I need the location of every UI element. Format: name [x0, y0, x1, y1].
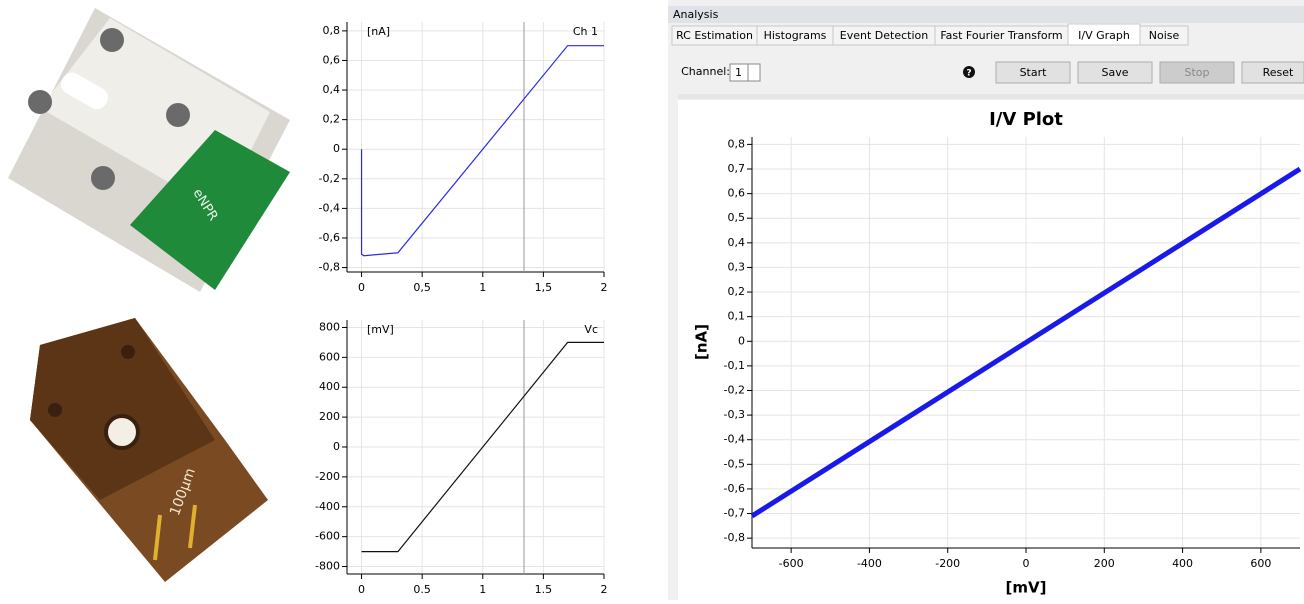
x-tick-label: 0	[1023, 557, 1030, 570]
y-tick-label: 0,3	[728, 260, 746, 273]
y-tick-label: 0,8	[323, 24, 341, 37]
x-tick-label: 1.5	[535, 583, 553, 596]
y-tick-label: 0,6	[323, 53, 341, 66]
y-tick-label: -200	[315, 470, 340, 483]
plot-area	[347, 22, 604, 272]
y-tick-label: -0,7	[724, 507, 745, 520]
button-label: Save	[1101, 66, 1128, 79]
help-glyph: ?	[966, 69, 971, 79]
x-tick-label: 1	[479, 583, 486, 596]
y-tick-label: -0,8	[724, 531, 745, 544]
x-tick-label: 2	[601, 583, 608, 596]
y-axis-label: [nA]	[693, 324, 711, 360]
channel-value: 1	[735, 66, 742, 79]
x-tick-label: 0.5	[413, 583, 431, 596]
series-label: Ch 1	[573, 25, 598, 38]
photo-enpr: eNPR	[8, 8, 290, 292]
series-label: Vc	[584, 323, 598, 336]
x-tick-label: 1	[479, 281, 486, 294]
y-tick-label: 800	[319, 320, 340, 333]
tab-label: Fast Fourier Transform	[940, 29, 1062, 42]
x-tick-label: -200	[935, 557, 960, 570]
y-tick-label: 0	[738, 334, 745, 347]
page: eNPR 100µm Analysis Channel: 1 ? RC Esti…	[0, 0, 1304, 600]
panel-title: Analysis	[673, 8, 719, 21]
button-label: Stop	[1184, 66, 1209, 79]
x-axis-label: [mV]	[1006, 579, 1047, 597]
x-tick-label: 0	[358, 583, 365, 596]
y-tick-label: -400	[315, 500, 340, 513]
y-tick-label: 0	[333, 142, 340, 155]
y-tick-label: 0,2	[728, 285, 746, 298]
tab-label: Event Detection	[840, 29, 928, 42]
x-tick-label: -600	[779, 557, 804, 570]
x-tick-label: 600	[1250, 557, 1271, 570]
y-tick-label: 200	[319, 410, 340, 423]
button-label: Reset	[1263, 66, 1294, 79]
tab-label: Histograms	[764, 29, 827, 42]
tab-label: RC Estimation	[676, 29, 753, 42]
channel-label: Channel:	[681, 65, 730, 78]
y-tick-label: 600	[319, 350, 340, 363]
x-tick-label: -400	[857, 557, 882, 570]
button-label: Start	[1020, 66, 1048, 79]
y-tick-label: -600	[315, 530, 340, 543]
y-tick-label: -0,2	[724, 383, 745, 396]
x-tick-label: 400	[1172, 557, 1193, 570]
y-tick-label: -0,6	[319, 231, 340, 244]
y-tick-label: -0,1	[724, 359, 745, 372]
y-tick-label: -0,5	[724, 457, 745, 470]
y-tick-label: 0,7	[728, 162, 746, 175]
y-tick-label: 0,1	[728, 310, 746, 323]
y-unit-label: [mV]	[367, 323, 394, 336]
y-tick-label: 0,2	[323, 113, 341, 126]
x-tick-label: 1,5	[535, 281, 553, 294]
y-tick-label: -0,4	[724, 433, 745, 446]
x-tick-label: 0	[358, 281, 365, 294]
y-tick-label: 0,6	[728, 187, 746, 200]
y-tick-label: 400	[319, 380, 340, 393]
y-tick-label: 0,4	[323, 83, 341, 96]
x-tick-label: 2	[601, 281, 608, 294]
y-tick-label: -0,2	[319, 172, 340, 185]
y-tick-label: 0,4	[728, 236, 746, 249]
y-tick-label: -800	[315, 560, 340, 573]
y-tick-label: -0,3	[724, 408, 745, 421]
y-tick-label: -0,4	[319, 201, 340, 214]
y-tick-label: -0,6	[724, 482, 745, 495]
y-unit-label: [nA]	[367, 25, 390, 38]
y-tick-label: -0,8	[319, 261, 340, 274]
chart-title: I/V Plot	[989, 109, 1063, 130]
panel-header	[668, 6, 1304, 23]
y-tick-label: 0,8	[728, 137, 746, 150]
tab-label: Noise	[1149, 29, 1180, 42]
y-tick-label: 0,5	[728, 211, 746, 224]
tab-label: I/V Graph	[1078, 29, 1130, 42]
y-tick-label: 0	[333, 440, 340, 453]
x-tick-label: 0,5	[413, 281, 431, 294]
photo-100um: 100µm	[30, 318, 268, 582]
x-tick-label: 200	[1094, 557, 1115, 570]
